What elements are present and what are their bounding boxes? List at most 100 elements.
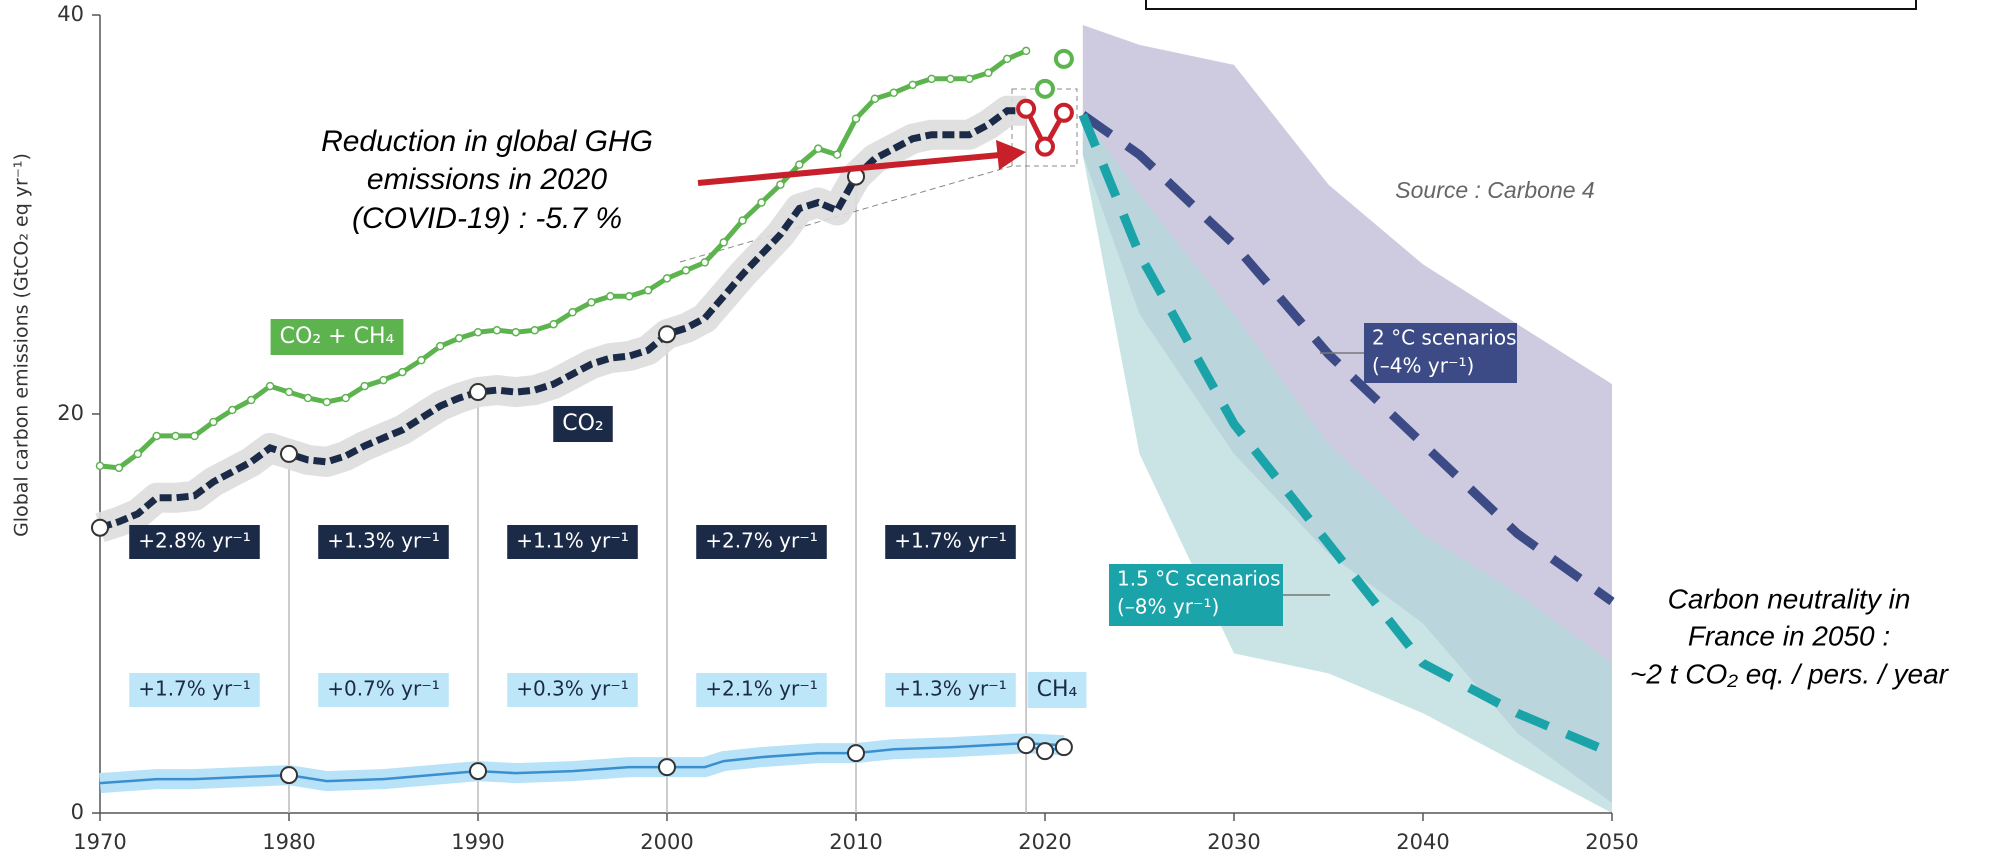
annotation-line: (COVID-19) : -5.7 %	[352, 202, 622, 235]
label-bg	[1027, 672, 1087, 708]
point	[606, 292, 615, 301]
label-bg	[553, 406, 613, 442]
scenario-label-bg	[1364, 323, 1517, 383]
covid-point	[1053, 48, 1074, 69]
y-tick-label: 0	[71, 800, 84, 824]
decade-point	[280, 766, 298, 785]
scenario-label: (–8% yr⁻¹)	[1117, 595, 1219, 619]
label-box: +1.7% yr⁻¹	[885, 525, 1016, 559]
point	[473, 327, 483, 337]
scenario-label: 2 °C scenarios	[1372, 326, 1517, 350]
source: Source : Carbone 4	[1395, 177, 1594, 203]
point	[984, 68, 993, 78]
point	[1021, 46, 1031, 56]
point	[511, 327, 521, 337]
point	[190, 431, 199, 441]
point	[908, 80, 917, 90]
label-bg	[885, 673, 1016, 707]
point	[889, 88, 899, 98]
point	[209, 417, 218, 427]
label-bg	[507, 673, 638, 707]
point	[965, 74, 974, 84]
label-bg	[507, 525, 638, 559]
point	[568, 308, 577, 317]
scenario-band	[1082, 114, 1612, 813]
covid-point	[1017, 736, 1036, 755]
label-box: CO₂	[553, 406, 613, 442]
point	[832, 150, 842, 159]
label-bg	[318, 525, 449, 559]
label-bg	[129, 525, 260, 559]
point	[738, 216, 747, 225]
label-box: +2.8% yr⁻¹	[129, 525, 260, 559]
frame-box	[1145, 0, 1917, 10]
point	[265, 381, 275, 391]
point	[851, 114, 861, 123]
scenario-line	[1080, 111, 1615, 606]
decade-point	[847, 744, 865, 763]
scenario-label: 1.5 °C scenarios	[1117, 567, 1281, 591]
point	[114, 463, 124, 473]
arrow-head	[996, 140, 1026, 170]
decade-point	[91, 518, 109, 537]
label-box: +1.7% yr⁻¹	[129, 673, 260, 707]
point	[303, 393, 313, 403]
label-box: +0.7% yr⁻¹	[318, 673, 449, 707]
note-line: ~2 t CO₂ eq. / pers. / year	[1630, 658, 1950, 689]
point	[549, 319, 558, 329]
point	[587, 298, 596, 307]
point	[795, 160, 804, 169]
label-bg	[696, 673, 827, 707]
label-box: CH₄	[1027, 672, 1087, 708]
label-text: +1.1% yr⁻¹	[516, 529, 629, 553]
point	[643, 286, 653, 295]
point	[454, 333, 464, 343]
decade-point	[469, 762, 487, 781]
covid-point	[1035, 136, 1055, 157]
point	[662, 274, 672, 283]
label-bg	[885, 525, 1016, 559]
label-text: +1.7% yr⁻¹	[894, 529, 1007, 553]
covid-point	[1053, 102, 1074, 123]
note-line: France in 2050 :	[1688, 620, 1890, 651]
label-text: +1.3% yr⁻¹	[327, 529, 440, 553]
covid-point	[1036, 742, 1054, 761]
covid-annotation: Reduction in global GHG emissions in 202…	[321, 125, 653, 235]
y-axis-label: Global carbon emissions (GtCO₂ eq yr⁻¹)	[11, 153, 33, 537]
decade-point	[280, 444, 298, 463]
x-tick-label: 2010	[829, 830, 882, 854]
point	[624, 292, 634, 301]
label-text: +0.7% yr⁻¹	[327, 677, 440, 701]
point	[681, 266, 691, 275]
label-bg	[318, 673, 449, 707]
point	[927, 74, 936, 84]
annotation-line: Reduction in global GHG	[321, 125, 653, 158]
point	[171, 431, 180, 441]
point	[398, 367, 407, 377]
label-text: +2.7% yr⁻¹	[705, 529, 818, 553]
x-tick-label: 2000	[640, 830, 693, 854]
covid-point	[1016, 98, 1037, 119]
label-bg	[270, 319, 404, 355]
point	[95, 461, 105, 471]
series-line	[99, 48, 1028, 471]
x-tick-label: 2020	[1018, 830, 1071, 854]
point	[322, 397, 332, 407]
point	[870, 94, 880, 104]
label-box: +1.1% yr⁻¹	[507, 525, 638, 559]
x-tick-label: 1980	[262, 830, 315, 854]
label-text: +1.3% yr⁻¹	[894, 677, 1007, 701]
point	[492, 325, 502, 335]
label-box: CO₂ + CH₄	[270, 319, 404, 355]
note-line: Carbon neutrality in	[1668, 583, 1911, 614]
label-bg	[129, 673, 260, 707]
label-box: +2.1% yr⁻¹	[696, 673, 827, 707]
label-box: +0.3% yr⁻¹	[507, 673, 638, 707]
point	[360, 381, 369, 391]
decade-point	[658, 325, 676, 344]
label-text: +2.1% yr⁻¹	[705, 677, 818, 701]
point	[152, 431, 161, 441]
x-tick-label: 2050	[1585, 830, 1638, 854]
scenario-label-bg	[1109, 564, 1283, 626]
